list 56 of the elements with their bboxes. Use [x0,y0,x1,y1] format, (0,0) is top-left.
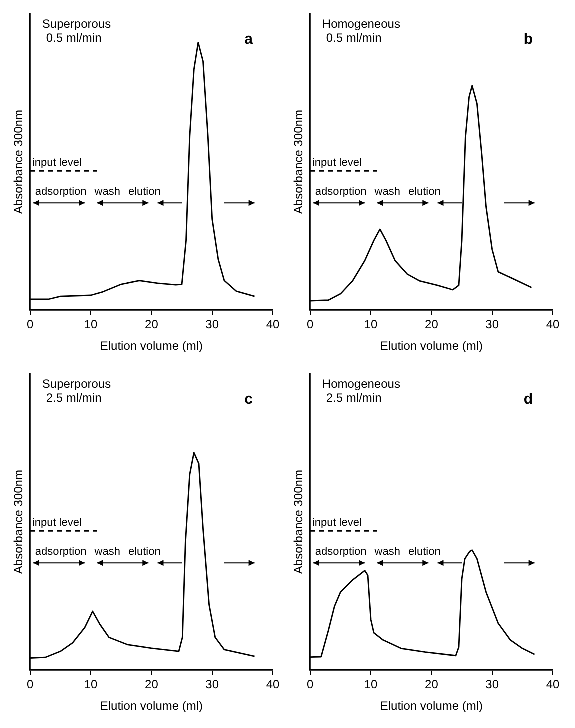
y-axis-title: Absorbance 300nm [292,110,306,214]
x-tick-label: 40 [546,678,560,692]
annotation: wash [94,546,120,558]
x-tick-label: 10 [84,318,98,332]
x-tick-label: 20 [425,678,439,692]
y-axis-title: Absorbance 300nm [292,470,306,574]
series-label: input level [32,157,82,170]
x-tick-label: 0 [307,318,314,332]
chart-title: Homogeneous [322,17,400,31]
x-tick-label: 10 [84,678,98,692]
chart-title: Superporous [42,377,112,391]
chart-title: Superporous [42,17,112,31]
annotation: adsorption [35,546,87,558]
annotation: adsorption [315,546,367,558]
series-label: input level [32,517,82,530]
annotation: elution [128,186,161,198]
x-tick-label: 10 [364,318,378,332]
x-tick-label: 40 [266,318,280,332]
x-axis-title: Elution volume (ml) [100,339,204,354]
x-tick-label: 0 [27,678,34,692]
x-tick-label: 30 [486,678,500,692]
x-tick-label: 20 [425,318,439,332]
x-tick-label: 0 [27,318,34,332]
x-tick-label: 40 [266,678,280,692]
chart-subtitle: 0.5 ml/min [326,31,382,45]
y-axis-title: Absorbance 300nm [12,110,26,214]
annotation: adsorption [35,186,87,198]
x-tick-label: 40 [546,318,560,332]
x-axis-title: Elution volume (ml) [380,339,484,354]
chart-title: Homogeneous [322,377,400,391]
x-axis-title: Elution volume (ml) [380,699,484,714]
x-tick-label: 10 [364,678,378,692]
annotation: wash [374,186,400,198]
x-tick-label: 20 [145,678,159,692]
text: d [524,391,533,408]
series-label: input level [312,517,362,530]
chart-subtitle: 2.5 ml/min [46,391,102,405]
y-axis-title: Absorbance 300nm [12,470,26,574]
text: b [524,31,533,48]
x-tick-label: 30 [206,678,220,692]
x-tick-label: 30 [486,318,500,332]
x-tick-label: 20 [145,318,159,332]
chart-subtitle: 2.5 ml/min [326,391,382,405]
text: c [244,391,253,408]
annotation: a [244,31,254,48]
annotation: elution [408,186,441,198]
x-tick-label: 0 [307,678,314,692]
annotation: wash [374,546,400,558]
series-label: input level [312,157,362,170]
annotation: adsorption [315,186,367,198]
chart-subtitle: 0.5 ml/min [46,31,102,45]
x-axis-title: Elution volume (ml) [100,699,204,714]
annotation: elution [408,546,441,558]
annotation: wash [94,186,120,198]
x-tick-label: 30 [206,318,220,332]
annotation: elution [128,546,161,558]
